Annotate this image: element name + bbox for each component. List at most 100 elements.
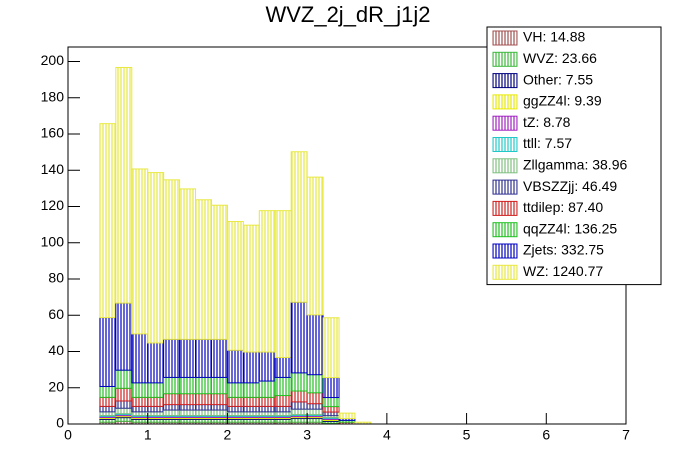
bar-segment bbox=[210, 409, 228, 416]
y-tick-label: 200 bbox=[41, 52, 65, 68]
bar-segment bbox=[195, 338, 212, 378]
x-tick-label: 2 bbox=[224, 427, 232, 443]
bar-segment bbox=[163, 338, 181, 378]
legend-label: WZ: 1240.77 bbox=[523, 263, 603, 279]
bar-segment bbox=[195, 393, 212, 406]
legend-label: Other: 7.55 bbox=[523, 71, 593, 87]
bar-segment bbox=[179, 409, 197, 416]
bar-segment bbox=[99, 405, 117, 413]
bar-segment bbox=[115, 66, 133, 304]
bar-segment bbox=[163, 179, 181, 340]
bar-segment bbox=[195, 409, 212, 416]
bar-segment bbox=[210, 404, 228, 411]
bar-segment bbox=[131, 168, 149, 335]
y-tick-label: 160 bbox=[41, 125, 65, 141]
y-tick-label: 100 bbox=[41, 233, 65, 249]
x-tick-label: 0 bbox=[64, 427, 72, 443]
bar-segment bbox=[338, 412, 356, 420]
bar-segment bbox=[274, 395, 292, 407]
bar-segment bbox=[179, 404, 197, 411]
bar-segment bbox=[242, 405, 260, 413]
bar-segment bbox=[290, 372, 308, 392]
bar-segment bbox=[242, 351, 260, 384]
bar-segment bbox=[115, 407, 133, 415]
y-tick-label: 0 bbox=[56, 415, 64, 431]
bar-segment bbox=[163, 404, 181, 411]
bar-segment bbox=[306, 392, 324, 405]
y-tick-label: 180 bbox=[41, 88, 65, 104]
bar-segment bbox=[226, 405, 244, 413]
bar-segment bbox=[179, 338, 197, 378]
x-tick-label: 3 bbox=[303, 427, 311, 443]
bar-segment bbox=[195, 404, 212, 411]
legend-box bbox=[486, 26, 662, 286]
bar-segment bbox=[115, 302, 133, 371]
legend-swatch bbox=[492, 115, 518, 131]
x-tick-label: 5 bbox=[463, 427, 471, 443]
bar-segment bbox=[322, 317, 340, 379]
bar-segment bbox=[274, 356, 292, 378]
bar-segment bbox=[115, 369, 133, 389]
bar-segment bbox=[242, 224, 260, 353]
bar-segment bbox=[147, 382, 165, 398]
bar-segment bbox=[290, 401, 308, 410]
legend-label: ggZZ4l: 9.39 bbox=[523, 93, 602, 109]
legend-label: VBSZZjj: 46.49 bbox=[523, 178, 617, 194]
bar-segment bbox=[306, 408, 324, 416]
legend-swatch bbox=[492, 200, 518, 216]
bar-segment bbox=[290, 151, 308, 303]
bar-segment bbox=[306, 314, 324, 376]
x-tick-label: 7 bbox=[622, 427, 630, 443]
bar-segment bbox=[179, 393, 197, 406]
bar-segment bbox=[147, 411, 165, 416]
bar-segment bbox=[258, 411, 276, 416]
bar-segment bbox=[274, 411, 292, 416]
bar-segment bbox=[99, 317, 117, 387]
legend-label: Zllgamma: 38.96 bbox=[523, 157, 627, 173]
y-tick-label: 40 bbox=[48, 342, 64, 358]
bar-segment bbox=[99, 123, 117, 319]
bar-segment bbox=[322, 411, 340, 417]
bar-segment bbox=[131, 333, 149, 384]
bar-segment bbox=[210, 338, 228, 378]
y-tick-label: 140 bbox=[41, 161, 65, 177]
bar-segment bbox=[226, 349, 244, 384]
bar-segment bbox=[258, 380, 276, 398]
x-tick-label: 4 bbox=[383, 427, 391, 443]
bar-segment bbox=[147, 396, 165, 407]
bar-segment bbox=[179, 188, 197, 340]
bar-segment bbox=[115, 400, 133, 409]
bar-segment bbox=[99, 385, 117, 398]
bar-segment bbox=[274, 405, 292, 413]
bar-segment bbox=[322, 377, 340, 399]
y-tick-label: 80 bbox=[48, 270, 64, 286]
bar-segment bbox=[147, 172, 165, 344]
legend-swatch bbox=[492, 264, 518, 280]
bar-segment bbox=[99, 396, 117, 407]
bar-segment bbox=[147, 405, 165, 413]
bar-segment bbox=[115, 417, 133, 422]
bar-segment bbox=[242, 396, 260, 407]
bar-segment bbox=[242, 382, 260, 398]
chart-title: WVZ_2j_dR_j1j2 bbox=[265, 2, 430, 27]
bar-segment bbox=[322, 406, 340, 413]
legend-swatch bbox=[492, 73, 518, 89]
bar-segment bbox=[195, 199, 212, 340]
legend-swatch bbox=[492, 222, 518, 238]
bar-segment bbox=[163, 409, 181, 416]
legend-label: Zjets: 332.75 bbox=[523, 242, 604, 258]
bar-segment bbox=[210, 393, 228, 406]
bar-segment bbox=[274, 376, 292, 397]
bar-segment bbox=[210, 204, 228, 340]
bar-segment bbox=[147, 342, 165, 384]
bar-segment bbox=[306, 418, 324, 423]
legend-swatch bbox=[492, 94, 518, 110]
bar-segment bbox=[242, 411, 260, 416]
bar-segment bbox=[274, 210, 292, 358]
bar-segment bbox=[195, 376, 212, 395]
bar-segment bbox=[226, 221, 244, 351]
bar-segment bbox=[290, 418, 308, 423]
y-tick-label: 120 bbox=[41, 197, 65, 213]
